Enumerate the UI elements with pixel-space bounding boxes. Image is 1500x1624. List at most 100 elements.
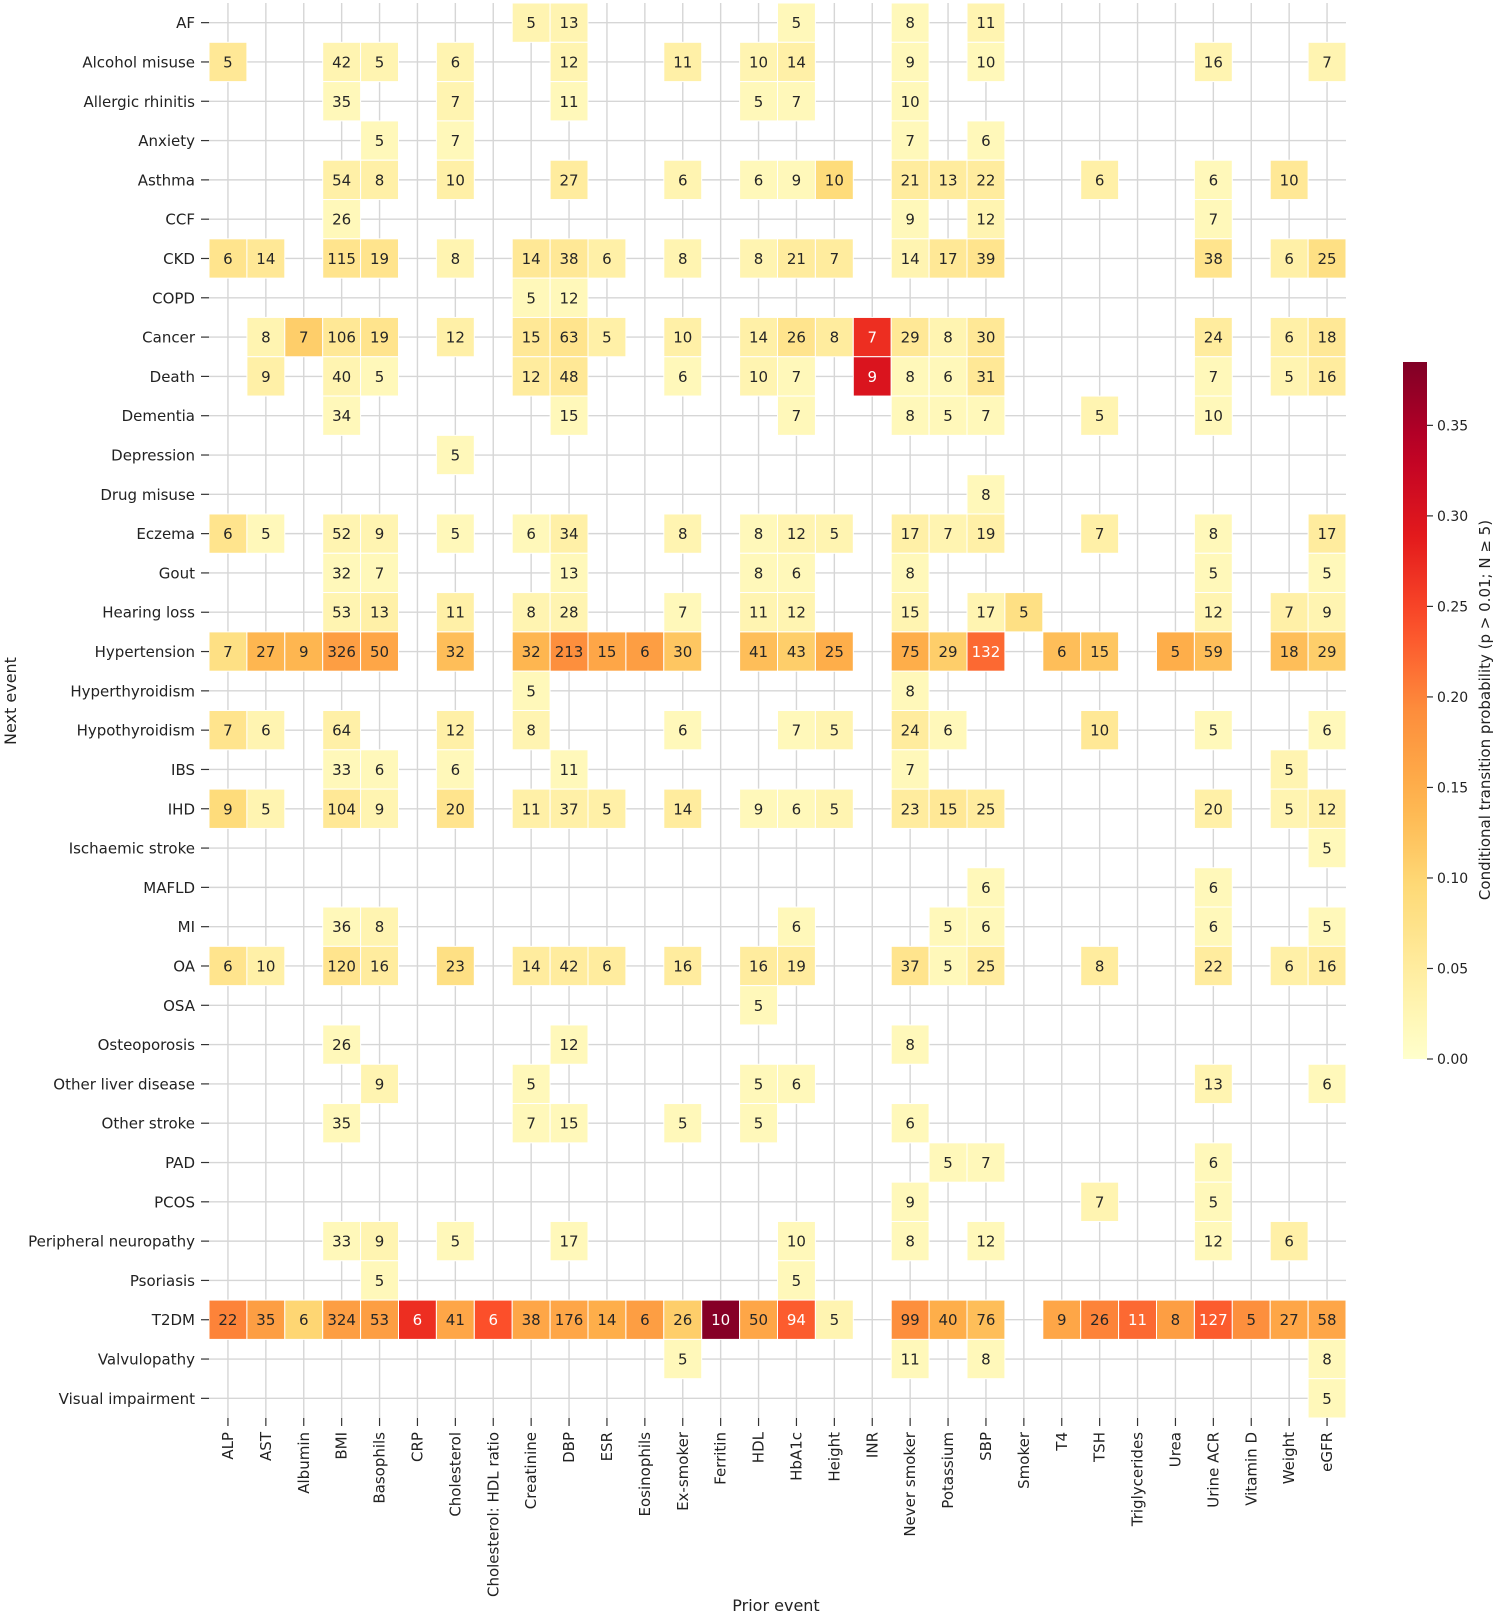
heatmap-cell [814, 159, 854, 201]
heatmap-cell [360, 316, 400, 358]
cell-value-label: 16 [749, 957, 768, 975]
heatmap-cell [777, 710, 816, 751]
heatmap-cell [246, 238, 286, 279]
cell-value-label: 54 [332, 171, 351, 189]
colorbar-ticks: 0.00 0.05 0.10 0.15 0.20 0.25 0.30 0.35 [1427, 418, 1468, 1068]
cell-value-label: 6 [640, 1311, 650, 1329]
cell-value-label: 324 [327, 1311, 356, 1329]
heatmap-cell [360, 1220, 400, 1262]
heatmap-cell [322, 1299, 362, 1340]
cell-value-label: 50 [370, 643, 389, 661]
heatmap-cell [1307, 513, 1347, 554]
cell-value-label: 5 [261, 525, 271, 543]
heatmap-cell [360, 749, 400, 790]
x-tick-label: Weight [1280, 1432, 1298, 1484]
heatmap-cell [1193, 41, 1233, 83]
cell-value-label: 9 [223, 800, 233, 818]
x-tick-label: Eosinophils [636, 1432, 654, 1517]
cell-value-label: 8 [905, 407, 915, 425]
cell-value-label: 21 [787, 250, 806, 268]
heatmap-cell [360, 906, 400, 947]
y-tick-label: Drug misuse [100, 486, 195, 504]
heatmap-cell [246, 1299, 286, 1340]
heatmap-cell [890, 788, 930, 829]
heatmap-cell [1193, 592, 1233, 633]
heatmap-cell [890, 670, 930, 712]
heatmap-cell [1193, 710, 1233, 751]
heatmap-cell [777, 906, 816, 947]
heatmap-cell [511, 631, 551, 672]
cell-value-label: 5 [526, 682, 536, 700]
heatmap-cell [1269, 356, 1309, 397]
heatmap-cell [777, 1063, 816, 1105]
heatmap-cell [1042, 631, 1082, 672]
cell-value-label: 6 [1284, 250, 1294, 268]
cell-value-label: 10 [825, 171, 844, 189]
cell-value-label: 13 [1204, 1075, 1223, 1093]
x-tick-label: BMI [333, 1432, 351, 1460]
cell-value-label: 25 [976, 957, 995, 975]
heatmap-cell [435, 120, 475, 161]
cell-value-label: 34 [560, 525, 579, 543]
cell-value-label: 326 [327, 643, 356, 661]
cell-value-label: 27 [1280, 1311, 1299, 1329]
heatmap-cell [549, 1103, 589, 1144]
heatmap-cell [663, 41, 703, 83]
heatmap-cell [928, 395, 968, 436]
heatmap-cell [928, 945, 968, 987]
cell-value-label: 6 [1322, 722, 1332, 740]
heatmap-cell [435, 238, 475, 279]
cell-value-label: 12 [787, 525, 806, 543]
cell-value-label: 7 [1095, 525, 1105, 543]
cell-value-label: 11 [560, 93, 579, 111]
heatmap-cell [966, 356, 1006, 397]
heatmap-cell [777, 41, 816, 83]
cell-value-label: 8 [981, 1351, 991, 1369]
heatmap-cell [663, 710, 703, 751]
cell-value-label: 6 [488, 1311, 498, 1329]
cell-value-label: 26 [673, 1311, 692, 1329]
cell-value-label: 76 [976, 1311, 995, 1329]
heatmap-cell [966, 513, 1006, 554]
cell-value-label: 32 [446, 643, 465, 661]
heatmap-cell [966, 1220, 1006, 1262]
cell-value-label: 9 [754, 800, 764, 818]
heatmap-cell [322, 316, 362, 358]
heatmap-cell [928, 316, 968, 358]
heatmap-cell [890, 513, 930, 554]
heatmap-cell [739, 1299, 778, 1340]
cell-value-label: 12 [787, 604, 806, 622]
cell-value-label: 16 [1204, 53, 1223, 71]
cell-value-label: 5 [830, 525, 840, 543]
cell-value-label: 6 [1284, 957, 1294, 975]
heatmap-cell [890, 395, 930, 436]
heatmap-cell [814, 316, 854, 358]
heatmap-cell [966, 159, 1006, 201]
heatmap-cell [587, 1299, 627, 1340]
colorbar-tick-label: 0.10 [1437, 871, 1468, 887]
heatmap-cell [322, 159, 362, 201]
heatmap-cell [435, 159, 475, 201]
heatmap-cell [1269, 1220, 1309, 1262]
cell-value-label: 35 [332, 93, 351, 111]
x-tick-label: ESR [598, 1432, 616, 1461]
y-axis-title: Next event [1, 657, 20, 745]
cell-value-label: 7 [223, 643, 233, 661]
heatmap-cell [246, 356, 286, 397]
cell-value-label: 15 [939, 800, 958, 818]
heatmap-cell [1080, 1181, 1120, 1222]
cell-value-label: 5 [1322, 918, 1332, 936]
heatmap-cell [1307, 238, 1347, 279]
heatmap-cell [360, 120, 400, 161]
heatmap-cell [1269, 788, 1309, 829]
cell-value-label: 5 [1209, 564, 1219, 582]
colorbar-tick-label: 0.25 [1437, 599, 1468, 615]
x-tick-label: eGFR [1318, 1432, 1336, 1472]
heatmap-cell [1193, 867, 1233, 908]
heatmap-cell [890, 592, 930, 633]
cell-value-label: 8 [678, 525, 688, 543]
y-tick-label: Hypertension [95, 643, 195, 661]
heatmap-cell [322, 41, 362, 83]
y-tick-label: PCOS [154, 1193, 195, 1211]
cell-value-label: 7 [981, 1154, 991, 1172]
